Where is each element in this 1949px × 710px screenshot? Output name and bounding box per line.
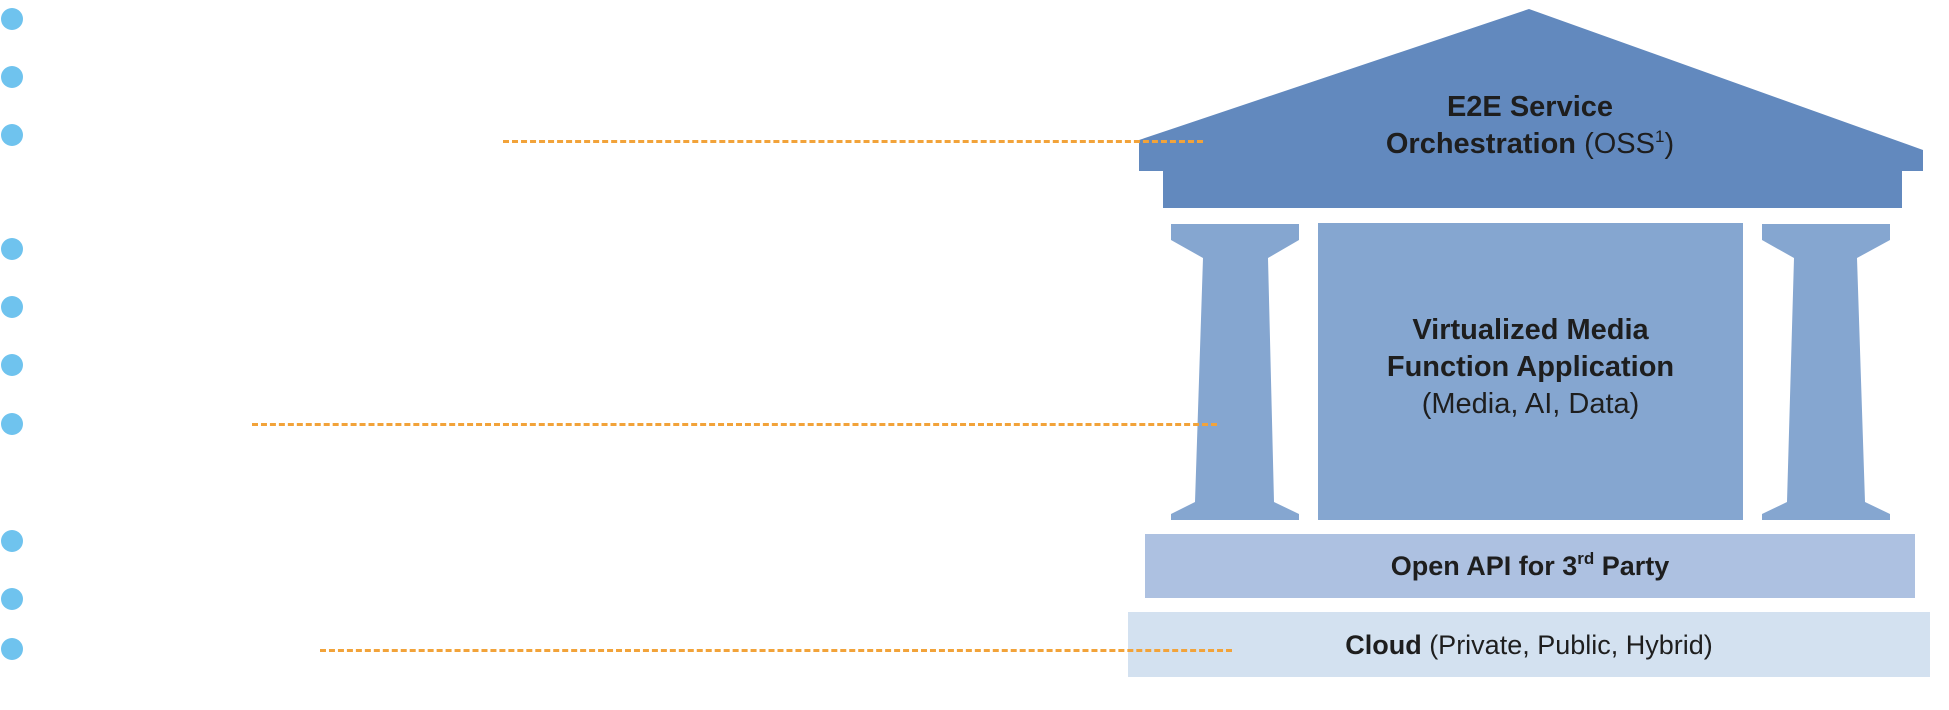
roof-title-suffix: (OSS — [1576, 128, 1655, 160]
roof-title-line1: E2E Service — [1446, 91, 1614, 123]
cloud-band — [1128, 612, 1930, 677]
roof-title-close: ) — [1664, 128, 1675, 160]
center-title-line2: Function Application — [1386, 351, 1675, 383]
bullet-dot — [1, 66, 23, 88]
api-text-suffix: Party — [1594, 551, 1670, 581]
center-label: Virtualized Media Function Application (… — [1318, 312, 1743, 423]
center-title-line1: Virtualized Media — [1412, 314, 1649, 346]
right-pillar — [1762, 224, 1890, 520]
bullet-dot — [1, 238, 23, 260]
bullet-dot — [1, 588, 23, 610]
cloud-text-rest: (Private, Public, Hybrid) — [1421, 630, 1713, 660]
connector-line-roof — [503, 140, 1203, 143]
connector-line-center — [252, 423, 1217, 426]
bullet-dot — [1, 8, 23, 30]
api-text-sup: rd — [1577, 549, 1595, 568]
api-text-prefix: Open API for 3 — [1390, 551, 1578, 581]
cloud-label: Cloud (Private, Public, Hybrid) — [1128, 627, 1930, 664]
api-label: Open API for 3rd Party — [1145, 548, 1915, 585]
bullet-dot — [1, 530, 23, 552]
connector-line-cloud — [320, 649, 1232, 652]
center-block — [1318, 223, 1743, 520]
bullet-dot — [1, 354, 23, 376]
bullet-dot — [1, 413, 23, 435]
roof-footnote-marker: 1 — [1655, 127, 1665, 146]
bullet-dot — [1, 296, 23, 318]
roof — [1139, 9, 1923, 208]
api-band — [1145, 534, 1915, 598]
left-pillar — [1171, 224, 1299, 520]
bullet-dot — [1, 638, 23, 660]
roof-title-line2: Orchestration — [1385, 128, 1577, 160]
bullet-dot — [1, 124, 23, 146]
cloud-text-bold: Cloud — [1345, 630, 1422, 660]
center-subtitle: (Media, AI, Data) — [1421, 388, 1640, 420]
roof-label: E2E Service Orchestration (OSS1) — [1280, 89, 1780, 163]
